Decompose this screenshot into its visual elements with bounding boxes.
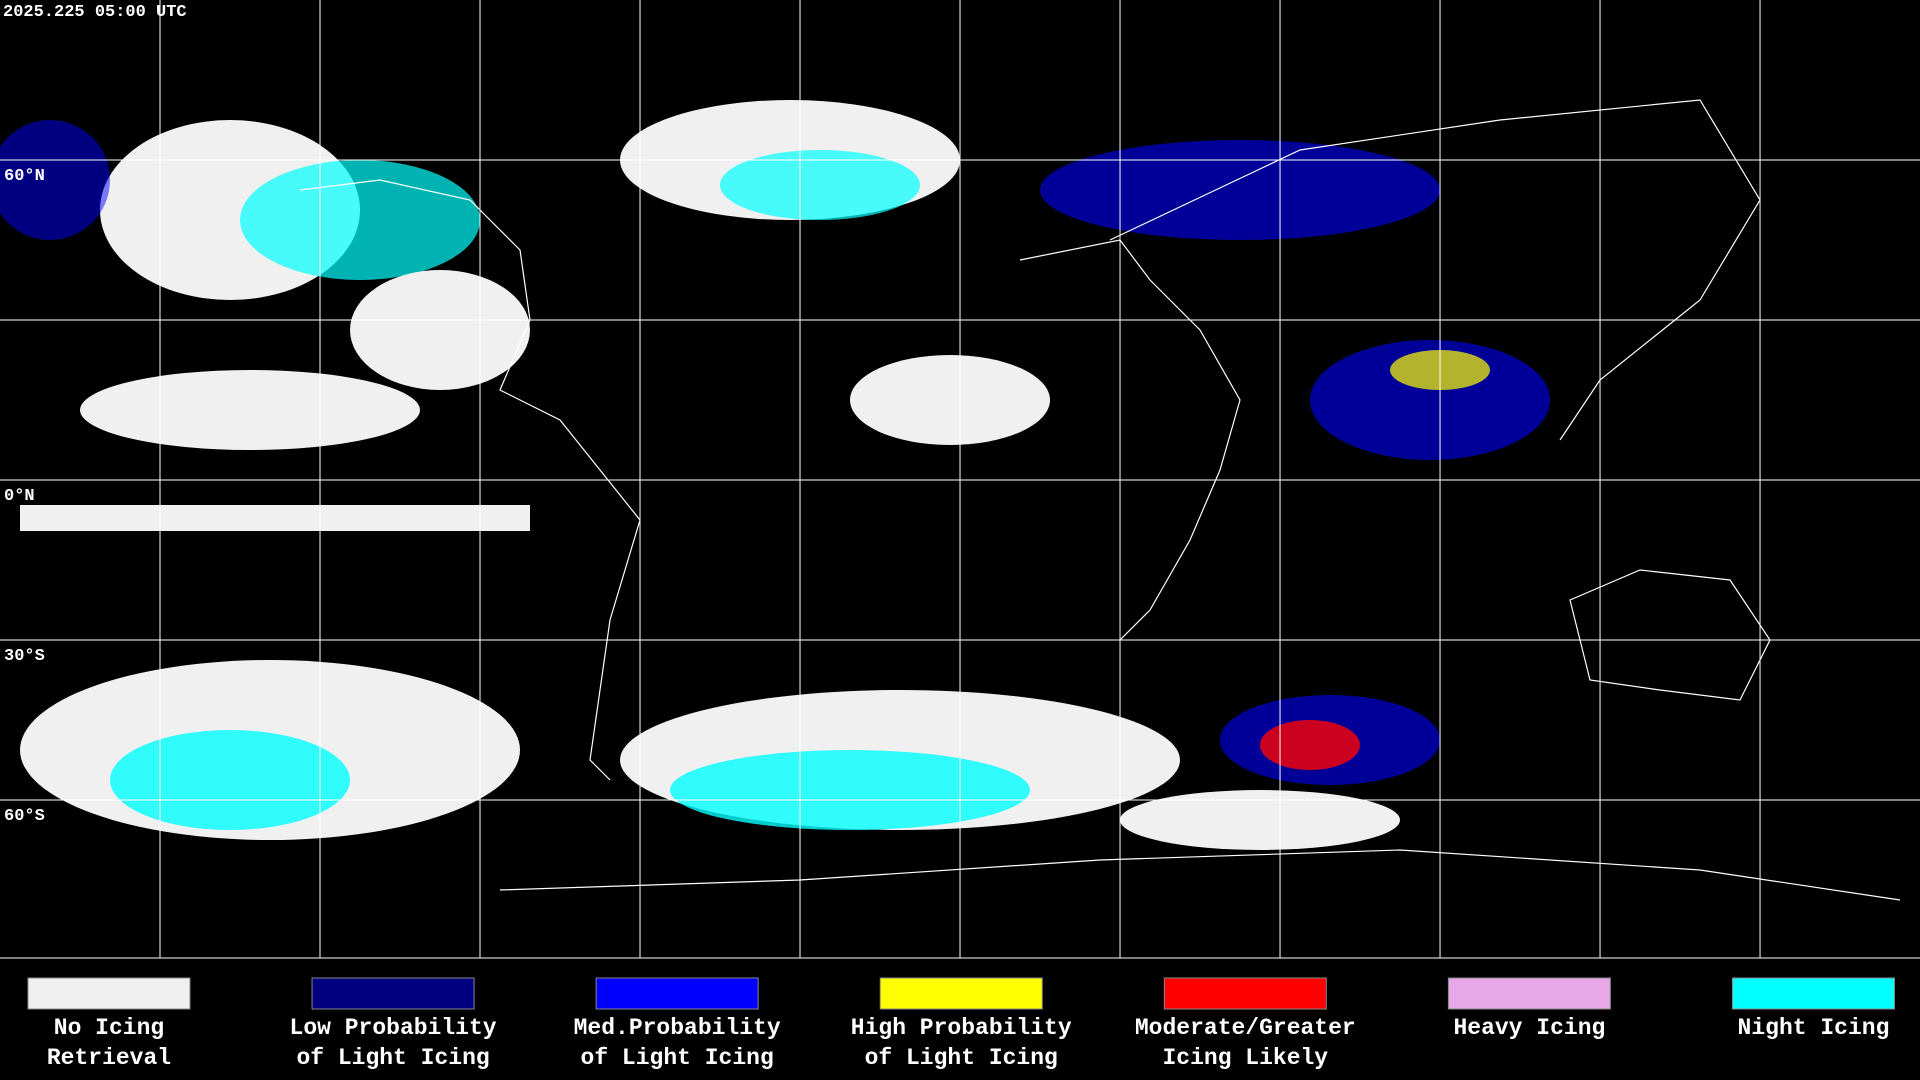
legend-label: Moderate/Greater xyxy=(1135,1015,1356,1041)
legend-label: Icing Likely xyxy=(1162,1045,1328,1071)
legend-label: Low Probability xyxy=(290,1015,497,1041)
latitude-label: 60°N xyxy=(4,167,45,186)
cloud-area xyxy=(80,370,420,450)
legend-label: Retrieval xyxy=(47,1045,171,1071)
icing-area xyxy=(0,120,110,240)
cloud-area xyxy=(850,355,1050,445)
coastlines xyxy=(299,99,1901,901)
legend-swatch xyxy=(1731,977,1895,1010)
cloud-area xyxy=(240,160,480,280)
cloud-area xyxy=(350,270,530,390)
legend-label: Med.Probability xyxy=(574,1015,781,1041)
legend-label: Night Icing xyxy=(1738,1015,1890,1041)
cloud-area xyxy=(720,150,920,220)
coastline xyxy=(499,849,1901,901)
legend-label: No Icing xyxy=(54,1015,164,1041)
icing-area xyxy=(1260,720,1360,770)
legend-swatch xyxy=(311,977,475,1010)
legend-swatch xyxy=(1447,977,1611,1010)
cloud-area xyxy=(1120,790,1400,850)
latitude-label: 0°N xyxy=(4,487,35,506)
timestamp: 2025.225 05:00 UTC xyxy=(3,3,187,22)
legend-swatch xyxy=(879,977,1043,1010)
coastline xyxy=(1569,569,1771,701)
legend-label: High Probability xyxy=(851,1015,1072,1041)
legend-label: Heavy Icing xyxy=(1453,1015,1605,1041)
coastline xyxy=(1019,239,1241,641)
graticule xyxy=(0,0,1920,959)
legend-label: of Light Icing xyxy=(865,1045,1058,1071)
icing-area xyxy=(1040,140,1440,240)
cloud-area xyxy=(110,730,350,830)
legend: No Icing Retrieval Low Probability of Light… xyxy=(27,977,1895,1071)
coastline xyxy=(299,179,641,781)
cloud-area xyxy=(670,750,1030,830)
legend-swatch xyxy=(1163,977,1327,1010)
coastline xyxy=(1109,99,1761,441)
legend-swatch xyxy=(27,977,191,1010)
legend-label: of Light Icing xyxy=(296,1045,489,1071)
latitude-label: 60°S xyxy=(4,807,45,826)
legend-label: of Light Icing xyxy=(581,1045,774,1071)
latitude-label: 30°S xyxy=(4,647,45,666)
cloud-band xyxy=(20,505,530,531)
legend-swatch xyxy=(595,977,759,1010)
